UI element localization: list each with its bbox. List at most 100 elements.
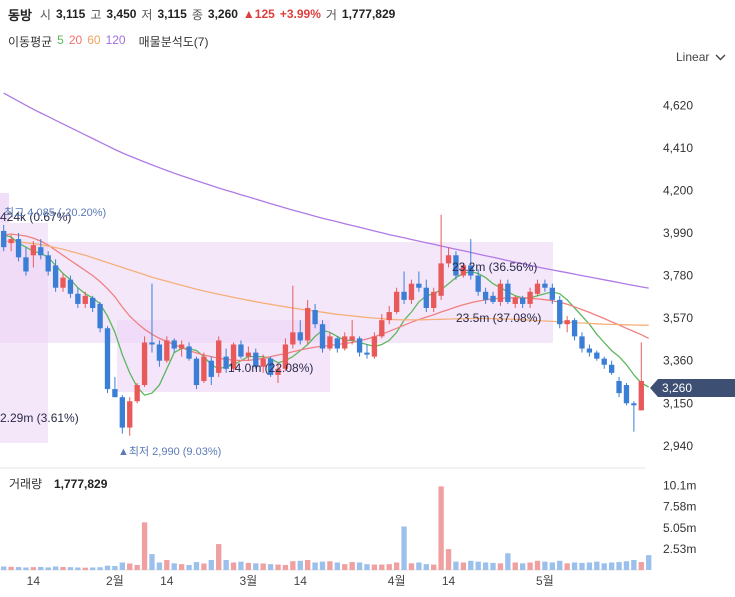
y-tick-label: 4,410 — [663, 141, 693, 155]
price-tag-text: 3,260 — [662, 381, 692, 395]
volume-bar — [156, 562, 163, 570]
high-label: 고 — [90, 7, 102, 22]
ma-line-20 — [3, 233, 649, 362]
candle-body — [482, 291, 489, 300]
candle-body — [15, 239, 22, 258]
volume-bar — [334, 562, 340, 570]
scale-label: Linear — [676, 50, 710, 64]
volume-bar — [564, 563, 570, 570]
volume-axis: 10.1m 7.58m 5.05m 2.53m — [663, 479, 696, 556]
ma-legend-title[interactable]: 이동평균 — [8, 35, 53, 49]
volume-bar — [475, 561, 481, 570]
volume-bar — [482, 562, 489, 570]
volume-bar — [67, 567, 74, 570]
candle-body — [23, 257, 29, 272]
candle-body — [497, 283, 504, 302]
volume-bar — [349, 562, 355, 570]
candle-body — [141, 342, 148, 386]
volume-bar — [216, 544, 222, 570]
candle-body — [201, 356, 207, 381]
candle-body — [638, 380, 644, 411]
candle-body — [460, 265, 467, 276]
ma-60-label[interactable]: 60 — [87, 33, 101, 47]
y-tick-label: 3,150 — [663, 396, 693, 410]
candle-body — [379, 320, 385, 337]
volume-bar — [594, 561, 600, 570]
y-tick-label: 3,780 — [663, 269, 693, 283]
candle-body — [208, 360, 214, 377]
candle-body — [290, 332, 296, 345]
candle-body — [445, 255, 452, 264]
volume-bar — [178, 564, 185, 570]
ma-20-label[interactable]: 20 — [68, 33, 83, 47]
volume-bar — [638, 562, 644, 570]
x-tick-label: 14 — [27, 574, 41, 588]
candle-body — [171, 340, 177, 349]
candle-body — [527, 291, 533, 304]
volume-bar — [542, 561, 548, 570]
volume-bar — [527, 562, 533, 570]
candle-body — [186, 346, 192, 359]
candle-body — [475, 275, 481, 292]
candle-body — [468, 265, 474, 276]
candlesticks — [1, 214, 644, 436]
change-percent: +3.99% — [279, 7, 321, 21]
band-1 — [0, 193, 9, 223]
candle-body — [490, 295, 496, 302]
volume-bar — [505, 553, 511, 570]
candle-body — [90, 297, 96, 308]
open-label: 시 — [39, 7, 51, 22]
volume-bar — [201, 563, 207, 570]
volume-label: 거 — [325, 7, 337, 22]
high-annotation: 최고 4,085 (-20.20%) — [4, 206, 106, 219]
band-2 — [0, 223, 48, 443]
volume-bar — [30, 567, 37, 570]
band-label-4: 23.2m (36.56%) — [452, 260, 537, 274]
volume-bar — [253, 563, 259, 570]
volume-bar — [82, 567, 88, 570]
volume-tick-label: 10.1m — [663, 479, 696, 493]
candle-body — [45, 255, 51, 272]
candle-body — [312, 310, 318, 325]
candle-body — [564, 320, 570, 325]
candle-body — [601, 358, 607, 365]
ma-5-label[interactable]: 5 — [57, 33, 64, 47]
scale-dropdown[interactable]: Linear — [676, 50, 726, 64]
x-tick-label: 4월 — [388, 574, 406, 588]
volume-bar — [208, 559, 214, 570]
candle-body — [82, 295, 88, 304]
volume-title: 거래량 — [9, 477, 42, 491]
volume-bar — [134, 564, 140, 570]
sales-analysis-label[interactable]: 매물분석도(7) — [138, 35, 209, 49]
candle-body — [505, 283, 511, 302]
ma-line-60 — [3, 240, 649, 326]
stock-name: 동방 — [8, 7, 32, 23]
volume-tick-label: 5.05m — [663, 521, 696, 535]
candle-body — [230, 344, 237, 369]
volume-bar — [327, 561, 333, 570]
volume-bar — [260, 563, 266, 570]
close-label: 종 — [191, 7, 203, 22]
ma-120-label[interactable]: 120 — [105, 33, 126, 47]
volume-bar — [282, 564, 289, 570]
volume-bar — [141, 522, 148, 570]
volume-bar — [305, 559, 311, 570]
candle-body — [38, 247, 44, 256]
volume-bar — [45, 567, 51, 570]
candle-body — [438, 263, 444, 296]
volume-bar — [119, 562, 125, 570]
candle-body — [1, 230, 7, 248]
candle-body — [334, 338, 340, 349]
candle-body — [319, 324, 326, 349]
sales-analysis-bands — [0, 193, 553, 443]
x-tick-label: 3월 — [240, 574, 258, 588]
time-axis: 14 2월 14 3월 14 4월 14 5월 — [27, 574, 554, 588]
volume-bar — [1, 566, 7, 570]
volume-bar — [23, 567, 29, 570]
candle-body — [623, 385, 630, 404]
volume-bar — [193, 562, 200, 570]
volume-bar — [149, 554, 155, 570]
volume-bar — [460, 562, 467, 570]
volume-bar — [468, 560, 474, 570]
